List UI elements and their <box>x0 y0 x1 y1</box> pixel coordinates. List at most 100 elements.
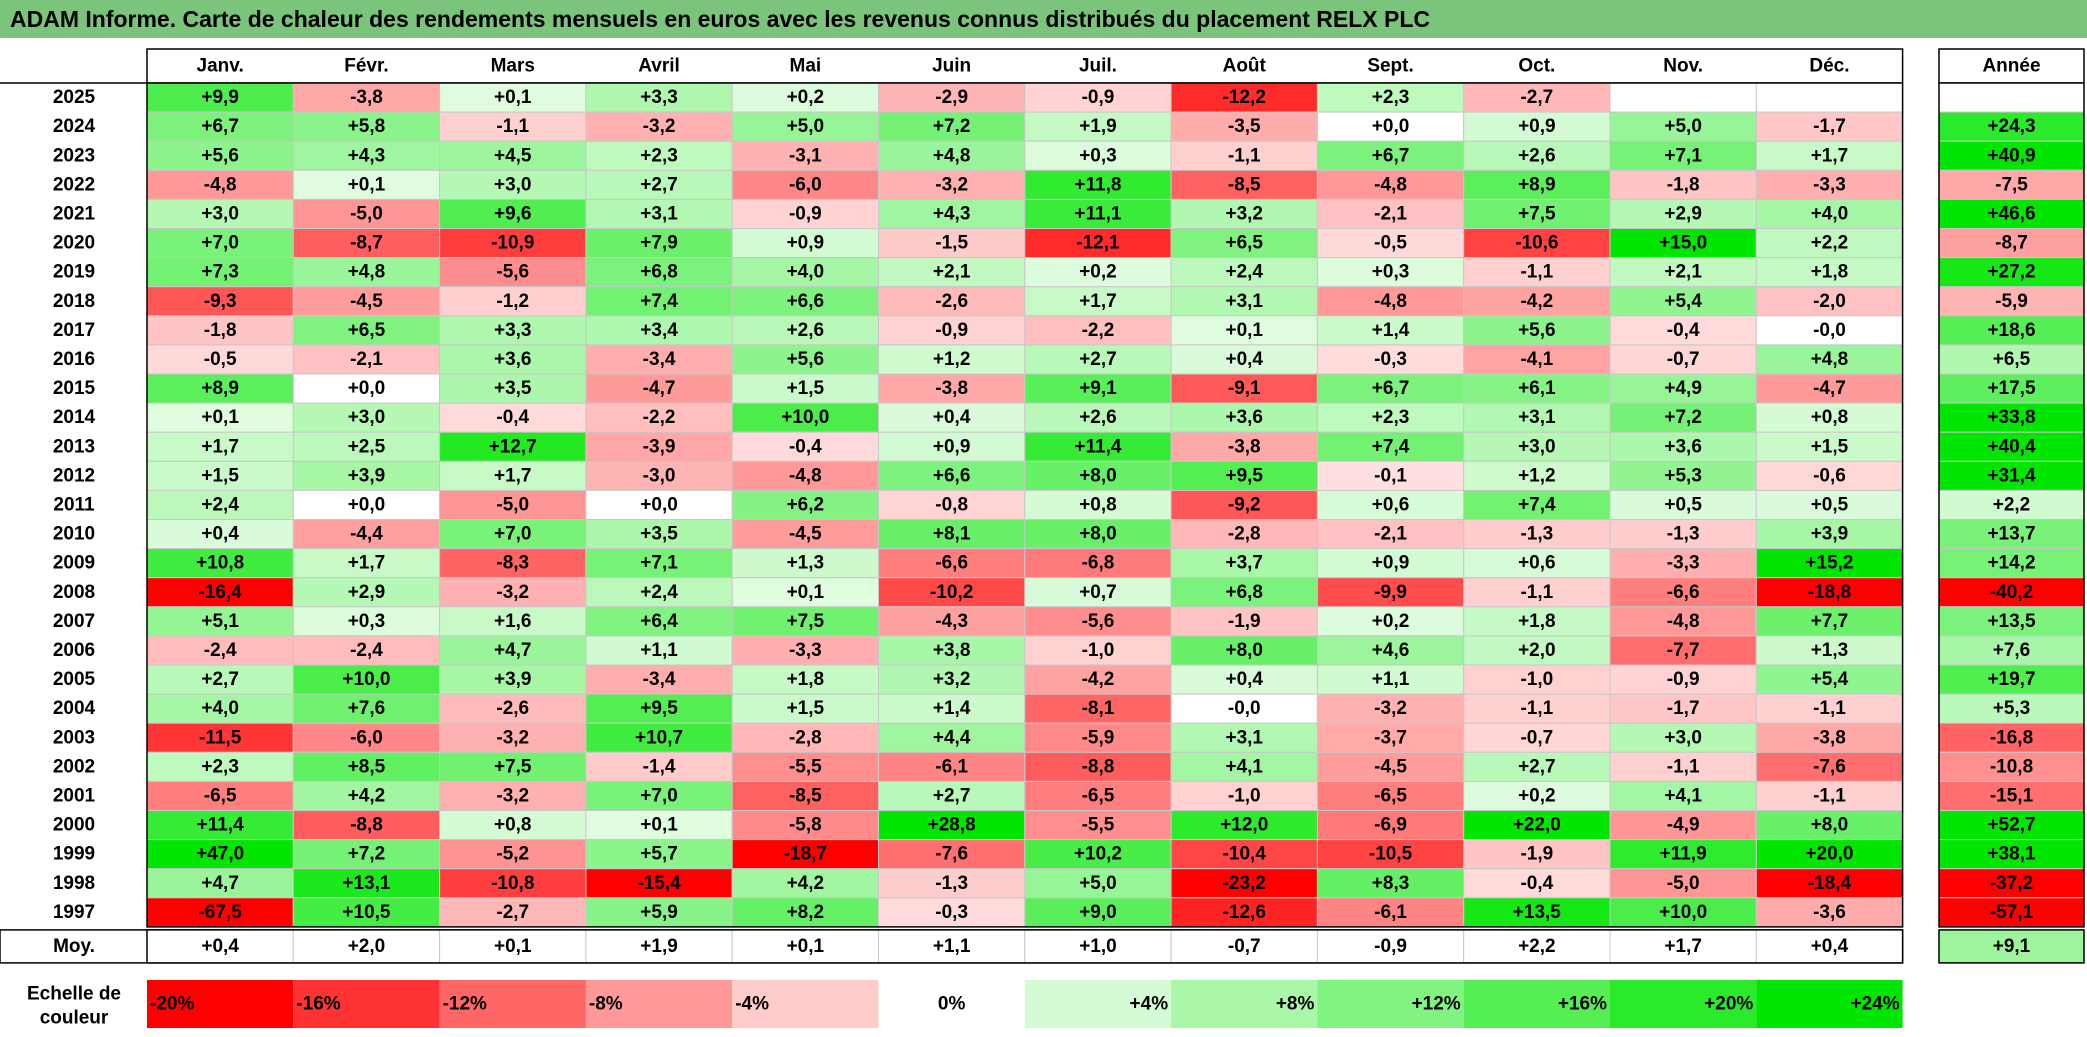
cell-value: -6,1 <box>1374 902 1407 923</box>
cell-value: -18,4 <box>1808 873 1852 894</box>
cell-value: +7,0 <box>494 524 532 545</box>
heatmap-cell <box>1755 198 1904 229</box>
heatmap-cell <box>731 431 880 462</box>
heatmap-cell <box>146 868 294 899</box>
cell-value: -6,0 <box>789 174 822 195</box>
cell-value: +6,6 <box>933 465 971 486</box>
heatmap-cell <box>1170 402 1318 433</box>
heatmap-cell <box>1024 664 1172 695</box>
scale-swatch <box>293 980 440 1028</box>
heatmap-cell <box>439 606 587 637</box>
average-value: +1,7 <box>1664 936 1702 957</box>
cell-value: -5,9 <box>1082 727 1115 748</box>
heatmap-cell <box>1463 373 1611 404</box>
heatmap-cell <box>146 810 294 841</box>
cell-value: -3,4 <box>643 349 676 370</box>
heatmap-cell <box>878 169 1026 200</box>
cell-value: -2,1 <box>1374 203 1407 224</box>
cell-value: +3,3 <box>494 320 532 341</box>
heatmap-cell <box>1170 577 1318 608</box>
cell-value: +0,1 <box>494 87 532 108</box>
cell-value: -1,9 <box>1228 611 1261 632</box>
cell-value: +1,3 <box>1811 640 1849 661</box>
chart-title: ADAM Informe. Carte de chaleur des rende… <box>0 0 2087 38</box>
cell-value: -5,5 <box>789 756 822 777</box>
heatmap-cell <box>439 751 587 782</box>
heatmap-cell <box>878 402 1026 433</box>
row-year-label: 2024 <box>53 116 96 137</box>
cell-value: -1,0 <box>1520 669 1553 690</box>
row-year-label: 2003 <box>53 727 95 748</box>
cell-value: -3,3 <box>1667 553 1700 574</box>
cell-value: +2,7 <box>933 785 971 806</box>
heatmap-cell <box>1609 489 1757 520</box>
cell-value: -0,4 <box>1520 873 1553 894</box>
scale-label: -4% <box>735 994 769 1015</box>
cell-value: -6,5 <box>204 785 237 806</box>
cell-value: +7,7 <box>1811 611 1849 632</box>
cell-value: -2,4 <box>350 640 383 661</box>
heatmap-cell <box>1755 111 1904 142</box>
cell-value: +3,6 <box>1664 436 1702 457</box>
heatmap-cell <box>731 286 880 317</box>
row-year-label: 2009 <box>53 553 95 574</box>
annual-cell <box>1938 111 2085 142</box>
cell-value: +1,7 <box>348 553 386 574</box>
heatmap-cell <box>439 344 587 375</box>
cell-value: -5,6 <box>1082 611 1115 632</box>
column-header: Mars <box>491 56 535 77</box>
annual-value: +18,6 <box>1987 320 2035 341</box>
cell-value: +0,9 <box>787 233 825 254</box>
cell-value: -9,1 <box>1228 378 1261 399</box>
cell-value: +3,0 <box>201 203 239 224</box>
average-cell <box>292 929 441 964</box>
heatmap-cell <box>731 373 880 404</box>
cell-value: -0,4 <box>1667 320 1700 341</box>
cell-value: +0,3 <box>1372 262 1410 283</box>
annual-cell <box>1938 228 2085 259</box>
cell-value: +6,8 <box>640 262 678 283</box>
heatmap-cell <box>585 780 733 812</box>
cell-value: +8,3 <box>1372 873 1410 894</box>
cell-value: -0,3 <box>1374 349 1407 370</box>
heatmap-cell <box>146 111 294 142</box>
annual-value: -16,8 <box>1990 727 2033 748</box>
cell-value: +5,8 <box>348 116 386 137</box>
heatmap-cell <box>1024 402 1172 433</box>
cell-value: +28,8 <box>928 815 976 836</box>
row-year-label: 2023 <box>53 145 95 166</box>
heatmap-cell <box>585 460 733 491</box>
cell-value: -3,2 <box>643 116 676 137</box>
heatmap-cell <box>1170 228 1318 259</box>
cell-value: +0,6 <box>1372 494 1410 515</box>
cell-value: +1,1 <box>1372 669 1410 690</box>
cell-value: +5,1 <box>201 611 239 632</box>
heatmap-cell <box>1024 722 1172 753</box>
scale-swatch <box>1610 980 1757 1028</box>
cell-value: +1,7 <box>201 436 239 457</box>
cell-value: -8,5 <box>1228 174 1261 195</box>
cell-value: +3,9 <box>1811 524 1849 545</box>
annual-cell <box>1938 780 2085 812</box>
row-year-label: 2002 <box>53 756 95 777</box>
annual-value: +31,4 <box>1987 465 2036 486</box>
cell-value: +0,6 <box>1518 553 1556 574</box>
heatmap-cell <box>439 373 587 404</box>
cell-value: -3,8 <box>935 378 968 399</box>
cell-value: +6,5 <box>1225 233 1263 254</box>
heatmap-cell <box>878 606 1026 637</box>
row-year-label: 2005 <box>53 669 96 690</box>
cell-value: +1,2 <box>933 349 971 370</box>
row-year-label: 2013 <box>53 436 95 457</box>
cell-value: -3,9 <box>643 436 676 457</box>
cell-value: +0,3 <box>348 611 386 632</box>
cell-value: +6,6 <box>787 291 825 312</box>
cell-value: +0,1 <box>1225 320 1263 341</box>
heatmap-cell <box>1170 169 1318 200</box>
cell-value: +22,0 <box>1513 815 1561 836</box>
column-header: Nov. <box>1663 56 1703 77</box>
heatmap-cell <box>585 402 733 433</box>
cell-value: +9,5 <box>1225 465 1263 486</box>
cell-value: -7,6 <box>935 844 968 865</box>
